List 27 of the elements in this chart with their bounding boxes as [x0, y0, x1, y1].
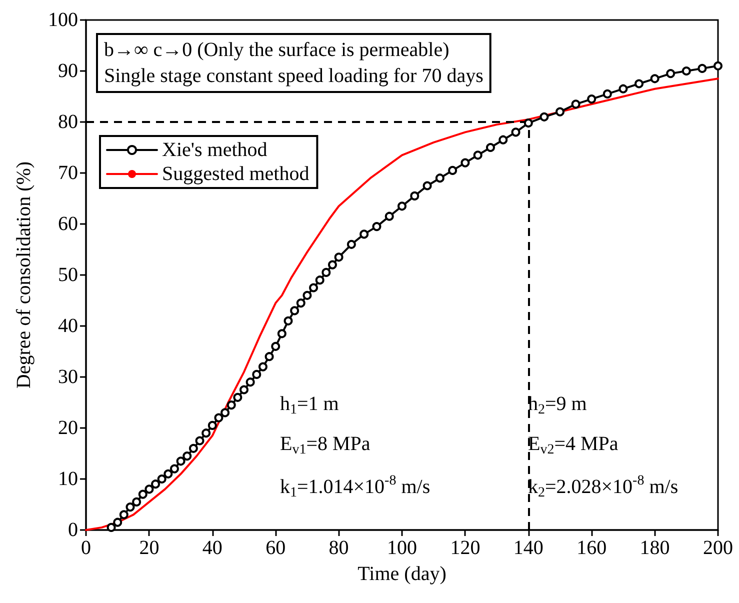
- legend-label: Xie's method: [162, 139, 268, 161]
- y-tick-label: 70: [58, 162, 78, 184]
- x-tick-label: 80: [328, 537, 349, 559]
- x-tick-label: 20: [139, 537, 160, 559]
- x-tick-label: 200: [703, 537, 733, 559]
- x-tick-label: 40: [202, 537, 222, 559]
- y-tick-label: 100: [48, 9, 78, 31]
- y-tick-label: 40: [58, 315, 78, 337]
- y-axis-title: Degree of consolidation (%): [13, 161, 35, 389]
- y-tick-label: 20: [58, 417, 78, 439]
- x-tick-label: 180: [640, 537, 670, 559]
- x-axis-title: Time (day): [358, 563, 446, 585]
- x-tick-label: 160: [576, 537, 607, 559]
- y-tick-label: 80: [58, 111, 78, 133]
- text: b→∞ c→0 (Only the surface is permeable): [104, 39, 450, 61]
- y-tick-label: 60: [58, 213, 78, 235]
- x-tick-label: 60: [266, 537, 286, 559]
- legend-label: Suggested method: [162, 163, 310, 185]
- x-tick-label: 120: [450, 537, 480, 559]
- y-tick-label: 0: [68, 519, 78, 541]
- y-tick-label: 50: [58, 264, 78, 286]
- y-tick-label: 10: [58, 468, 78, 490]
- x-tick-label: 100: [387, 537, 417, 559]
- x-tick-label: 140: [513, 537, 544, 559]
- text: Single stage constant speed loading for 70 days: [104, 65, 484, 87]
- y-tick-label: 90: [58, 60, 78, 82]
- y-tick-label: 30: [58, 366, 78, 388]
